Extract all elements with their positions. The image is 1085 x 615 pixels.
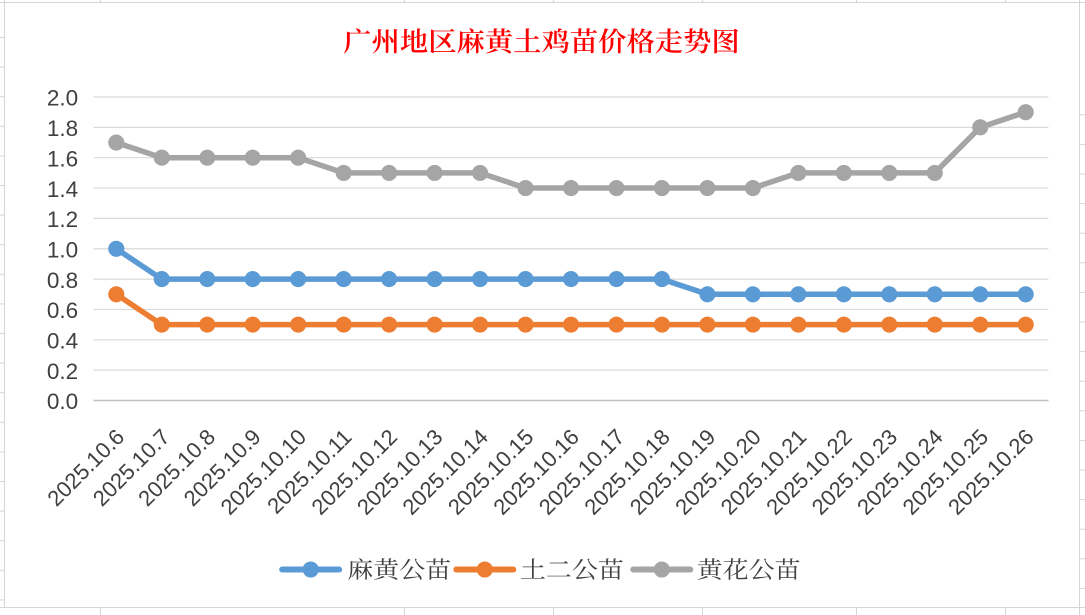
svg-text:0.6: 0.6 [47,298,78,323]
svg-text:0.4: 0.4 [47,329,78,354]
svg-text:1.6: 1.6 [47,146,78,171]
svg-text:1.2: 1.2 [47,207,78,232]
svg-text:0.0: 0.0 [47,389,78,414]
svg-text:0.8: 0.8 [47,268,78,293]
svg-text:1.8: 1.8 [47,116,78,141]
svg-text:1.0: 1.0 [47,237,78,262]
svg-text:1.4: 1.4 [47,177,78,202]
svg-text:0.2: 0.2 [47,359,78,384]
svg-text:2.0: 2.0 [47,86,78,111]
